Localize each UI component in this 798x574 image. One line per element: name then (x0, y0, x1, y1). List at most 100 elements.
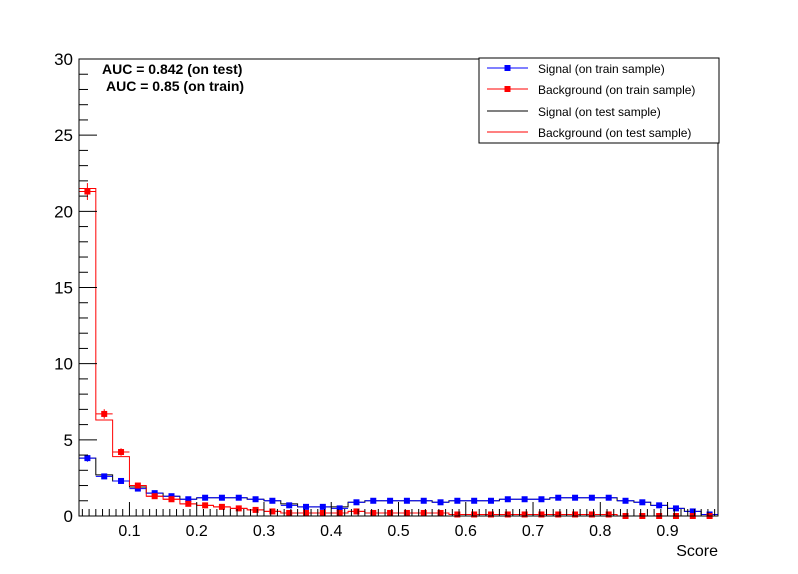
y-tick-label: 5 (64, 431, 73, 450)
signal-train-marker (487, 497, 494, 504)
signal-train-marker (202, 494, 209, 501)
signal-train-marker (588, 494, 595, 501)
signal-train-marker (218, 494, 225, 501)
legend: Signal (on train sample) Background (on … (478, 57, 720, 144)
signal-train-marker (168, 493, 175, 500)
y-tick-label: 0 (64, 507, 73, 526)
x-tick-label: 0.9 (656, 523, 678, 540)
signal-train-marker (370, 497, 377, 504)
y-tick-label: 20 (54, 202, 73, 221)
background-train-marker (202, 502, 209, 509)
legend-box (478, 57, 720, 144)
background-train-marker (319, 509, 326, 516)
background-train-marker (134, 482, 141, 489)
signal-train-marker (269, 497, 276, 504)
background-train-marker (420, 509, 427, 516)
signal-train-marker (639, 499, 646, 506)
legend-entry-background-train: Background (on train sample) (487, 83, 695, 97)
background-train-marker (286, 509, 293, 516)
signal-train-marker (84, 455, 91, 462)
plot-data (78, 183, 719, 519)
background-train-marker (151, 493, 158, 500)
signal-train-marker (504, 496, 511, 503)
signal-train-marker (303, 503, 310, 510)
background-train-marker (403, 509, 410, 516)
x-tick-label: 0.7 (522, 523, 544, 540)
y-tick-label: 25 (54, 126, 73, 145)
x-tick-label: 0.6 (455, 523, 477, 540)
background-train-marker (387, 509, 394, 516)
background-train-marker (168, 496, 175, 503)
x-axis-label: Score (676, 543, 718, 560)
signal-train-marker (521, 496, 528, 503)
signal-train-marker (656, 502, 663, 509)
legend-entry-signal-test: Signal (on test sample) (487, 105, 661, 119)
background-train-marker (370, 509, 377, 516)
x-tick-label: 0.8 (589, 523, 611, 540)
background-train-marker (471, 511, 478, 518)
legend-signal-test-label: Signal (on test sample) (538, 105, 661, 119)
background-train-marker (303, 509, 310, 516)
signal-train-marker (471, 497, 478, 504)
signal-train-marker (538, 496, 545, 503)
x-tick-label: 0.1 (118, 523, 140, 540)
background-train-marker (269, 508, 276, 515)
signal-train-marker (403, 497, 410, 504)
background-train-marker (487, 511, 494, 518)
background-train-marker (84, 188, 91, 195)
background-train-marker (353, 508, 360, 515)
signal-train-marker (235, 494, 242, 501)
signal-train-marker (101, 473, 108, 480)
background-train-marker (572, 511, 579, 518)
x-tick-label: 0.3 (253, 523, 275, 540)
background-train-marker (454, 511, 461, 518)
signal-train-marker (252, 496, 259, 503)
plot-frame (78, 58, 719, 517)
signal-train-marker (672, 505, 679, 512)
auc-test-annotation: AUC = 0.842 (on test) (102, 61, 242, 77)
y-tick-label: 30 (54, 50, 73, 69)
background-train-marker (101, 410, 108, 417)
y-tick-label: 15 (54, 279, 73, 298)
signal-train-marker (437, 499, 444, 506)
background-train-marker (605, 511, 612, 518)
signal-train-marker (151, 490, 158, 497)
legend-background-test-label: Background (on test sample) (538, 126, 691, 140)
signal-train-marker (420, 497, 427, 504)
background-train-marker (185, 500, 192, 507)
signal-train-marker (134, 485, 141, 492)
x-tick-label: 0.5 (387, 523, 409, 540)
signal-train-marker (555, 494, 562, 501)
auc-train-annotation: AUC = 0.85 (on train) (106, 78, 244, 94)
signal-train-marker (185, 496, 192, 503)
signal-train-marker (387, 497, 394, 504)
background-train-marker (218, 503, 225, 510)
signal-train-marker (118, 477, 125, 484)
signal-train-marker (319, 503, 326, 510)
axes: 0 5 10 15 20 25 30 0.1 0.2 0.3 0.4 0.5 0.6 0.7 0.8 0.9 (54, 50, 716, 540)
legend-entry-signal-train: Signal (on train sample) (487, 62, 665, 76)
background-train-marker (118, 449, 125, 456)
legend-entry-background-test: Background (on test sample) (487, 126, 691, 140)
background-train-marker (588, 511, 595, 518)
signal-train-marker (572, 494, 579, 501)
signal-train-marker (353, 499, 360, 506)
background-train-marker (437, 509, 444, 516)
background-train-marker (252, 506, 259, 513)
signal-train-marker (622, 497, 629, 504)
signal-train-marker (605, 494, 612, 501)
signal-train-marker (689, 508, 696, 515)
y-tick-label: 10 (54, 355, 73, 374)
x-tick-label: 0.2 (186, 523, 208, 540)
x-tick-label: 0.4 (320, 523, 342, 540)
background-train-marker (504, 511, 511, 518)
signal-train-marker (336, 505, 343, 512)
background-train-marker (521, 511, 528, 518)
legend-signal-train-marker (504, 65, 511, 71)
legend-background-train-label: Background (on train sample) (538, 83, 695, 97)
legend-signal-train-label: Signal (on train sample) (538, 62, 665, 76)
background-train-marker (235, 505, 242, 512)
signal-train-marker (286, 502, 293, 509)
background-train-marker (555, 511, 562, 518)
